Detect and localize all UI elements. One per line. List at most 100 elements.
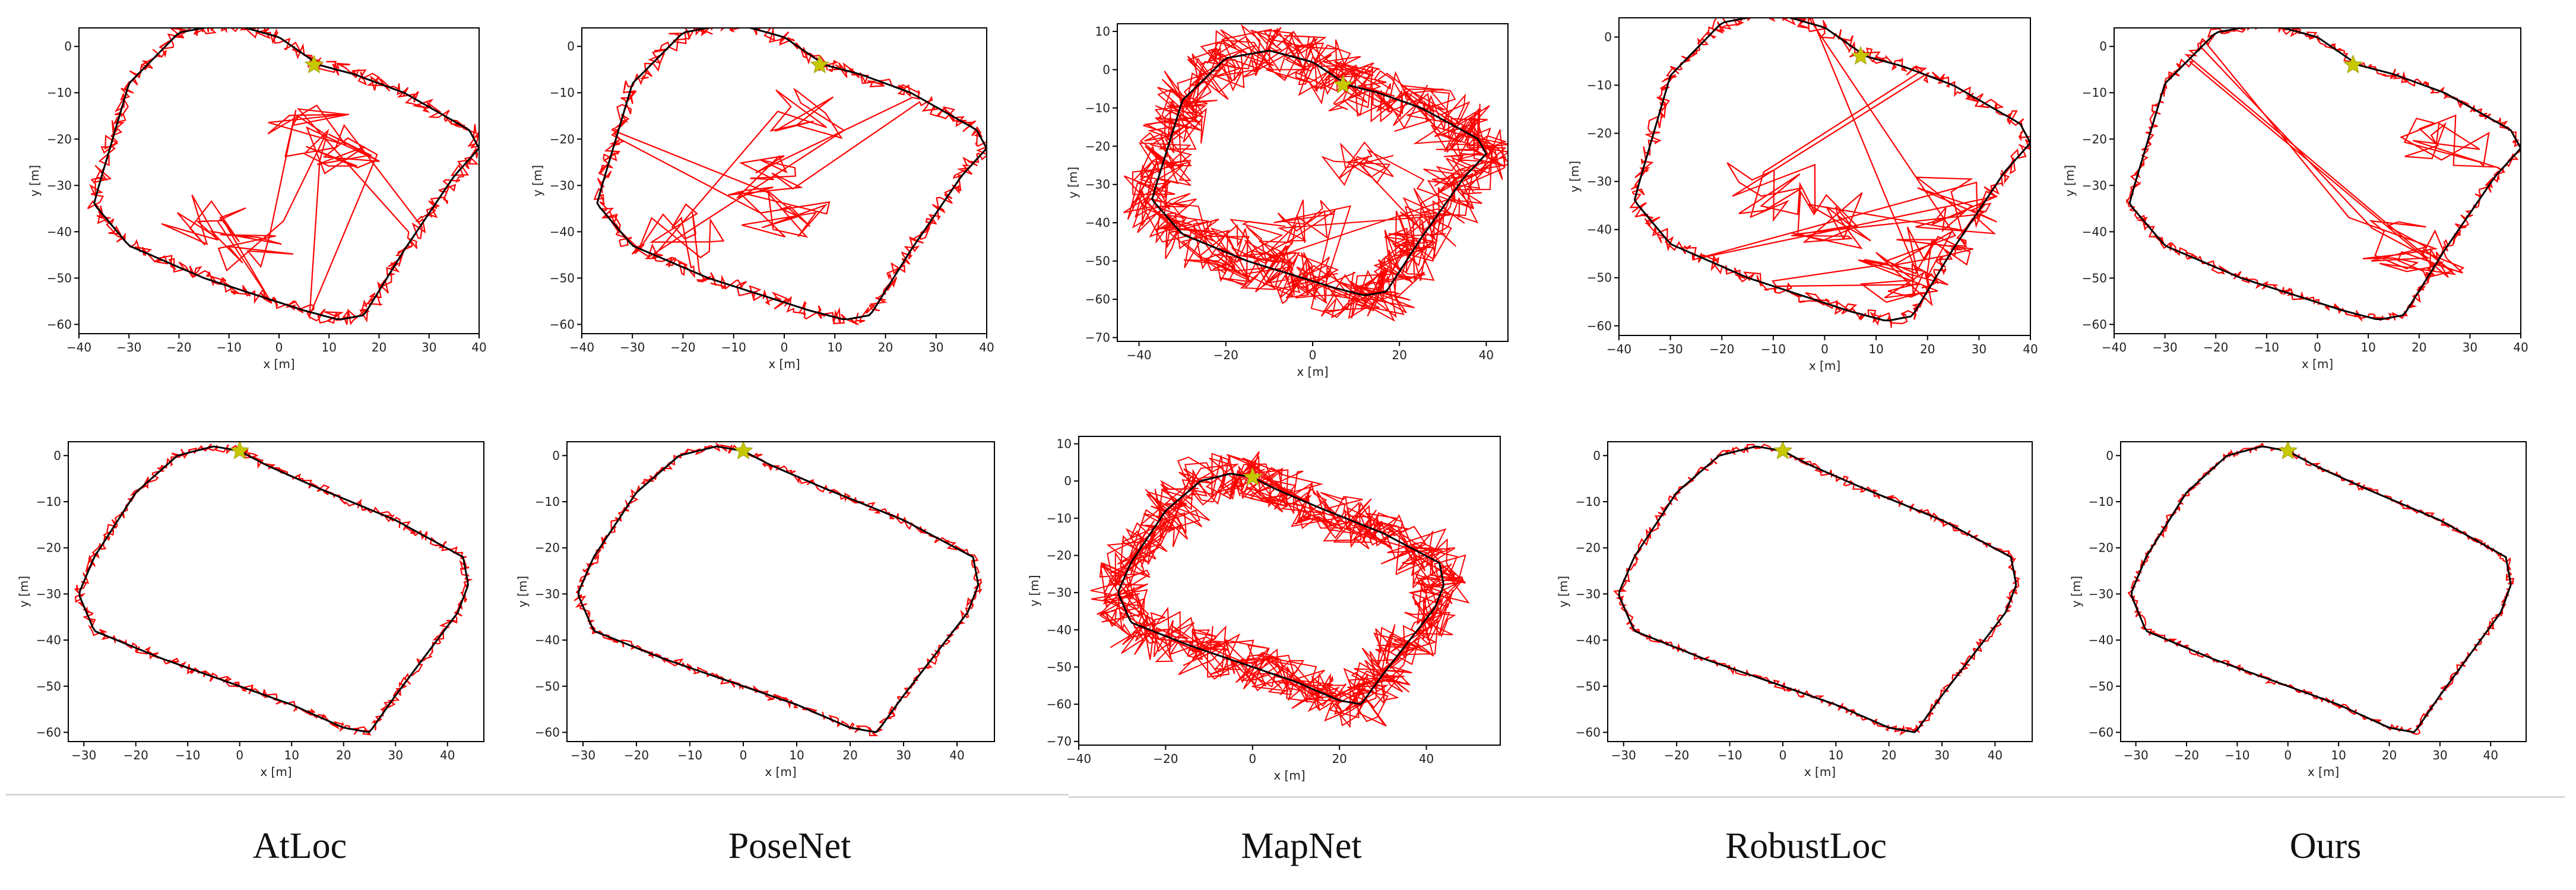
x-tick-label: −40 [1066, 752, 1091, 766]
x-tick-label: −10 [175, 748, 200, 762]
prediction-trajectory [2126, 28, 2521, 322]
x-axis-label: x [m] [263, 357, 294, 371]
y-tick-label: −10 [1576, 495, 1601, 509]
y-tick-label: −70 [1047, 734, 1072, 749]
x-tick-label: 20 [372, 340, 386, 354]
x-tick-label: 0 [2314, 340, 2321, 354]
start-star-icon [304, 55, 324, 74]
y-axis-label: y [m] [17, 576, 31, 607]
y-tick-label: 0 [567, 39, 575, 53]
x-axis-label: x [m] [2308, 765, 2339, 779]
x-tick-label: −30 [116, 340, 141, 354]
axes-frame [1078, 436, 1501, 746]
y-tick-label: −40 [2082, 224, 2107, 239]
x-tick-label: 10 [1868, 342, 1883, 356]
y-tick-label: −30 [1085, 178, 1110, 192]
x-tick-label: 30 [2432, 748, 2447, 762]
x-tick-label: −30 [571, 748, 595, 762]
prediction-trajectory [1629, 18, 2030, 328]
x-tick-label: 0 [1309, 348, 1317, 362]
x-tick-label: 20 [842, 748, 857, 762]
y-tick-label: −30 [1587, 175, 1612, 189]
x-tick-label: −20 [1153, 752, 1178, 766]
x-tick-label: 40 [471, 340, 486, 354]
y-tick-label: −50 [47, 271, 72, 285]
x-tick-label: −20 [624, 748, 649, 762]
y-tick-label: −30 [2089, 587, 2114, 601]
x-tick-label: −10 [1761, 342, 1786, 356]
start-star-icon [230, 442, 250, 460]
y-axis-label: y [m] [2069, 576, 2083, 607]
y-axis-label: y [m] [1066, 167, 1080, 198]
y-tick-label: −60 [2089, 725, 2114, 739]
y-tick-label: −10 [1085, 101, 1110, 115]
axes-frame [68, 441, 484, 742]
y-tick-label: −20 [2082, 132, 2107, 146]
caption-posenet: PoseNet [728, 826, 851, 866]
start-star-icon [1773, 442, 1793, 460]
x-tick-label: 40 [440, 748, 455, 762]
y-tick-label: −30 [1047, 585, 1072, 600]
x-tick-label: −20 [2203, 340, 2228, 354]
ground-truth-trajectory [1618, 445, 2017, 733]
axes-frame [2120, 441, 2527, 742]
plot-area [2126, 28, 2521, 322]
x-tick-label: 20 [1881, 748, 1896, 762]
y-tick-label: −20 [1587, 126, 1612, 141]
y-tick-label: −40 [2089, 633, 2114, 647]
y-tick-label: −10 [2089, 495, 2114, 509]
y-tick-label: −40 [550, 224, 575, 239]
x-tick-label: −20 [1213, 348, 1238, 362]
ground-truth-trajectory [2130, 445, 2512, 733]
start-star-icon [1851, 46, 1871, 65]
y-tick-label: −30 [36, 587, 61, 601]
y-tick-label: −20 [2089, 541, 2114, 555]
plot-area [1613, 442, 2020, 736]
x-tick-label: −10 [217, 340, 242, 354]
start-star-icon [2278, 442, 2298, 460]
y-tick-label: −60 [550, 317, 575, 331]
x-tick-label: −40 [66, 340, 91, 354]
y-tick-label: −30 [47, 178, 72, 192]
y-axis-label: y [m] [2062, 165, 2077, 197]
y-tick-label: 10 [1057, 437, 1072, 451]
y-tick-label: −10 [47, 85, 72, 100]
x-tick-label: −20 [123, 748, 148, 762]
y-tick-label: 0 [552, 448, 560, 463]
y-tick-label: −60 [1047, 697, 1072, 711]
ground-truth-trajectory [93, 28, 479, 321]
x-tick-label: −10 [677, 748, 702, 762]
x-tick-label: 30 [2463, 340, 2477, 354]
y-tick-label: −40 [1047, 623, 1072, 637]
x-tick-label: 10 [2331, 748, 2346, 762]
x-tick-label: 0 [275, 340, 283, 354]
plot-area [2127, 442, 2514, 735]
x-axis-label: x [m] [1804, 765, 1836, 779]
start-star-icon [1333, 74, 1353, 94]
caption-mapnet: MapNet [1241, 826, 1362, 866]
x-tick-label: −40 [1126, 348, 1151, 362]
y-tick-label: −10 [535, 495, 560, 509]
y-tick-label: 0 [2106, 448, 2114, 463]
subplot-robustloc-row1: −40 −30 −20 −10 0 10 20 30 40 0 −10 −20 −30 −40 −50 −60… [1567, 17, 2038, 373]
subplot-posenet-row2: −30 −20 −10 0 10 20 30 40 0 −10 −20 −30 −40 −50 −60 x [… [515, 441, 995, 779]
subplot-ours-row2: −30 −20 −10 0 10 20 30 40 0 −10 −20 −30 −40 −50 −60 x [… [2069, 441, 2527, 779]
x-tick-label: 10 [322, 340, 337, 354]
y-tick-label: −20 [36, 541, 61, 555]
y-tick-label: −50 [2082, 271, 2107, 285]
x-axis-label: x [m] [1809, 359, 1840, 373]
x-tick-label: 20 [1332, 752, 1346, 766]
start-star-icon [1243, 467, 1263, 486]
y-tick-label: 0 [1604, 30, 1612, 44]
y-tick-label: −50 [1085, 254, 1110, 268]
y-tick-label: 0 [1102, 62, 1110, 77]
y-tick-label: −50 [550, 271, 575, 285]
y-tick-label: −50 [535, 679, 560, 693]
y-tick-label: −40 [36, 633, 61, 647]
x-tick-label: 0 [236, 748, 243, 762]
y-tick-label: 10 [1095, 24, 1110, 39]
x-tick-label: 10 [1829, 748, 1843, 762]
x-tick-label: 0 [2284, 748, 2292, 762]
y-tick-label: −60 [1085, 292, 1110, 306]
subplot-mapnet-row1: −40 −20 0 20 40 10 0 −10 −20 −30 −40 −50 −60 −70 x [m]… [1066, 23, 1509, 379]
